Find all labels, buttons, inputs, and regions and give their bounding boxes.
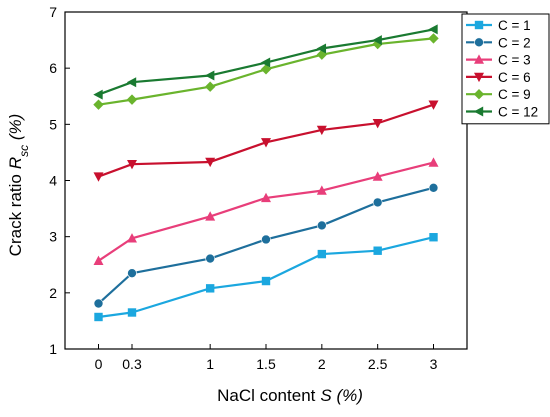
- data-point: [260, 57, 271, 68]
- x-tick-label: 0.3: [122, 356, 142, 372]
- data-point: [126, 94, 138, 105]
- data-point: [127, 308, 137, 317]
- x-tick-label: 0: [95, 356, 103, 372]
- legend-entry: C = 3: [466, 53, 531, 68]
- x-axis-title-unit: (%): [332, 386, 363, 405]
- legend-label: C = 6: [498, 70, 531, 85]
- x-tick-label: 1: [206, 356, 214, 372]
- y-axis-title-symbol: R: [6, 157, 25, 169]
- data-point: [204, 70, 215, 81]
- y-tick-label: 3: [49, 229, 57, 245]
- y-tick-label: 6: [49, 60, 57, 76]
- y-axis-title-text: Crack ratio: [6, 174, 25, 256]
- legend-entry: C = 9: [466, 87, 531, 102]
- series-6: [93, 24, 438, 100]
- data-point: [93, 298, 104, 309]
- data-point: [429, 233, 438, 242]
- data-point: [316, 125, 327, 136]
- y-tick-label: 4: [49, 173, 57, 189]
- data-point: [317, 220, 327, 231]
- data-point: [372, 35, 382, 46]
- data-point: [261, 192, 271, 203]
- data-point: [373, 246, 382, 255]
- data-point: [317, 249, 327, 259]
- legend-entry: C = 12: [466, 105, 538, 120]
- legend-box: [461, 13, 550, 125]
- legend-label: C = 3: [498, 53, 531, 68]
- data-point: [205, 211, 216, 221]
- x-tick-label: 3: [430, 356, 438, 372]
- legend-marker: [474, 37, 484, 48]
- data-point: [93, 255, 104, 266]
- y-tick-label: 5: [49, 116, 57, 132]
- data-point: [428, 157, 439, 167]
- series-1: [94, 233, 438, 322]
- data-point: [94, 312, 103, 322]
- legend-label: C = 9: [498, 87, 531, 102]
- x-axis-title-symbol: S: [320, 386, 332, 405]
- data-point: [428, 33, 439, 44]
- x-axis-title-text: NaCl content: [217, 386, 316, 405]
- data-point: [428, 100, 439, 110]
- x-axis-title: NaCl content S (%): [217, 386, 363, 405]
- data-point: [428, 183, 439, 193]
- data-point: [127, 160, 137, 170]
- data-point: [316, 185, 327, 195]
- series-4: [93, 100, 439, 182]
- y-axis-title: Crack ratio Rsc (%): [6, 114, 31, 257]
- data-point: [316, 43, 327, 54]
- axes: 1 2 3 4 5 6 7 0 0.3 1 1.5 2 2.5 3: [49, 4, 468, 372]
- y-axis-title-unit: (%): [6, 114, 25, 145]
- data-point: [205, 157, 216, 168]
- y-tick-label: 7: [49, 4, 57, 20]
- x-tick-label: 2: [318, 356, 326, 372]
- y-tick-label: 2: [49, 285, 57, 301]
- legend: C = 1 C = 2 C = 3 C = 6 C = 9 C = 12: [461, 13, 550, 125]
- series-2: [93, 183, 439, 309]
- data-point: [372, 119, 383, 129]
- data-point: [204, 81, 216, 92]
- data-point: [93, 172, 104, 182]
- data-point: [205, 253, 215, 264]
- data-point: [127, 268, 137, 278]
- data-point: [93, 89, 103, 100]
- series-3: [93, 157, 439, 266]
- series-line: [97, 161, 434, 262]
- legend-entry: C = 6: [466, 70, 531, 85]
- series-5: [93, 33, 439, 110]
- data-point: [261, 276, 271, 286]
- data-point: [372, 197, 383, 208]
- data-point: [372, 171, 383, 181]
- series-layer: [93, 24, 439, 322]
- data-point: [93, 99, 104, 110]
- y-axis-title-subscript: sc: [17, 145, 31, 157]
- legend-label: C = 12: [498, 105, 538, 120]
- legend-marker: [474, 72, 484, 83]
- data-point: [261, 138, 271, 148]
- data-point: [127, 233, 137, 243]
- legend-marker: [473, 89, 485, 100]
- data-point: [261, 234, 271, 245]
- legend-marker: [473, 106, 484, 117]
- x-tick-label: 2.5: [368, 356, 388, 372]
- legend-label: C = 1: [498, 18, 531, 33]
- y-tick-label: 1: [49, 341, 57, 357]
- data-point: [428, 24, 438, 35]
- data-point: [260, 64, 272, 75]
- legend-marker: [474, 54, 484, 64]
- legend-entry: C = 1: [466, 18, 531, 33]
- legend-marker: [474, 20, 484, 30]
- legend-entry: C = 2: [466, 35, 531, 50]
- x-tick-label: 1.5: [256, 356, 276, 372]
- data-point: [205, 284, 215, 293]
- legend-label: C = 2: [498, 35, 531, 50]
- series-line: [97, 186, 434, 305]
- data-point: [126, 77, 137, 88]
